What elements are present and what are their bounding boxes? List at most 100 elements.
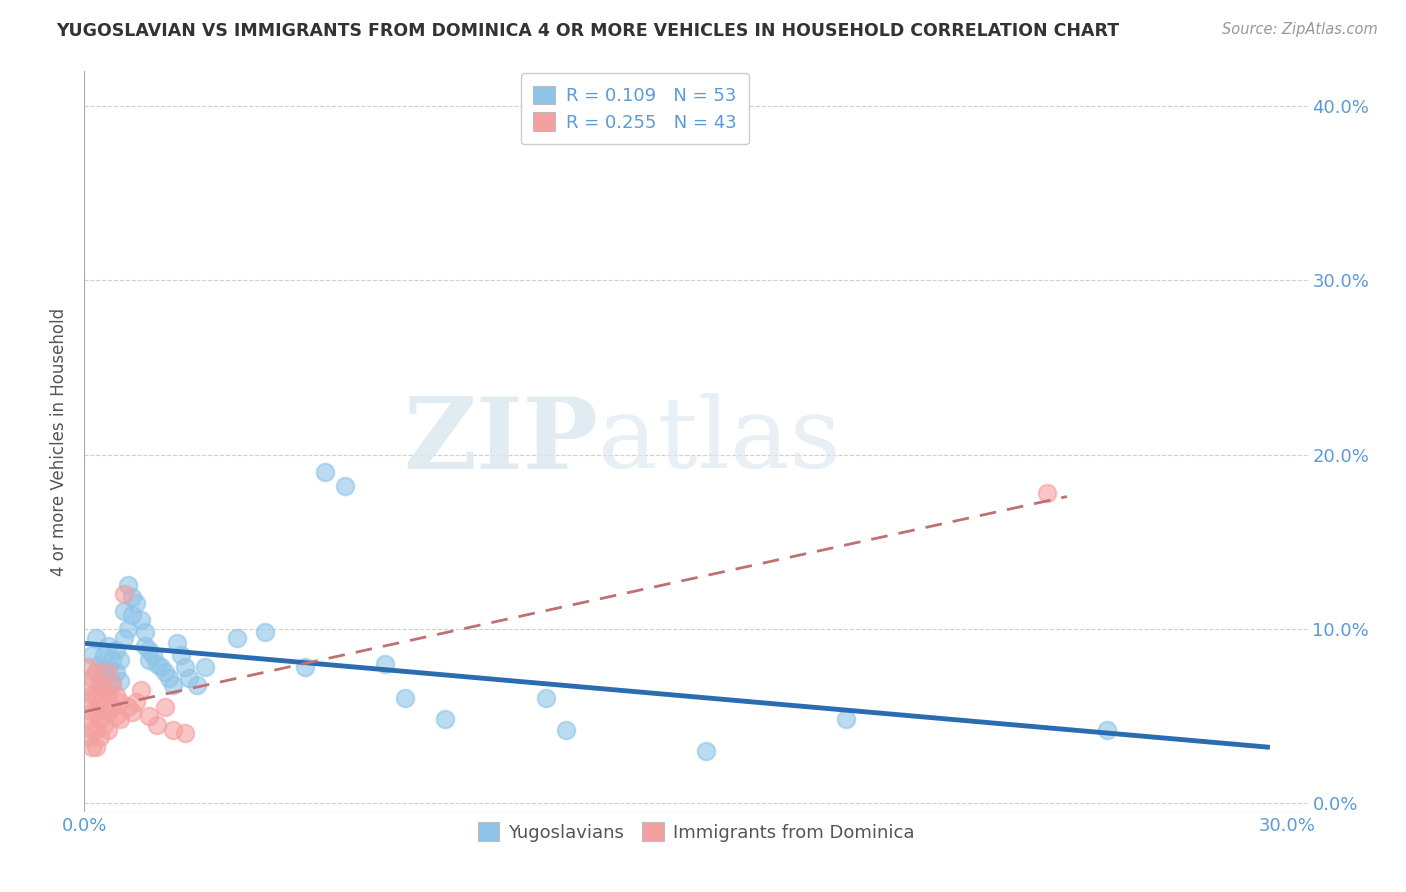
Point bbox=[97, 723, 120, 737]
Point bbox=[138, 642, 160, 657]
Point bbox=[105, 665, 128, 680]
Point bbox=[86, 665, 108, 680]
Point bbox=[82, 671, 104, 685]
Point bbox=[86, 706, 108, 720]
Point bbox=[97, 639, 120, 653]
Point bbox=[145, 657, 167, 671]
Point bbox=[134, 639, 156, 653]
Point bbox=[294, 660, 316, 674]
Text: ZIP: ZIP bbox=[404, 393, 598, 490]
Point bbox=[114, 631, 136, 645]
Point bbox=[89, 695, 111, 709]
Point bbox=[253, 625, 276, 640]
Point bbox=[121, 607, 143, 622]
Point bbox=[105, 642, 128, 657]
Point bbox=[89, 674, 111, 689]
Point bbox=[89, 657, 111, 671]
Point bbox=[134, 625, 156, 640]
Point bbox=[101, 674, 124, 689]
Point bbox=[125, 695, 148, 709]
Point bbox=[141, 648, 163, 662]
Point bbox=[86, 723, 108, 737]
Point bbox=[153, 700, 176, 714]
Point bbox=[166, 636, 188, 650]
Text: atlas: atlas bbox=[598, 393, 841, 490]
Point bbox=[117, 578, 139, 592]
Point bbox=[93, 665, 115, 680]
Point bbox=[77, 660, 100, 674]
Point bbox=[314, 465, 336, 479]
Point bbox=[97, 665, 120, 680]
Point bbox=[162, 723, 184, 737]
Point bbox=[105, 709, 128, 723]
Point bbox=[114, 604, 136, 618]
Point bbox=[121, 591, 143, 605]
Point bbox=[89, 677, 111, 691]
Point bbox=[534, 691, 557, 706]
Point bbox=[77, 695, 100, 709]
Point bbox=[157, 671, 180, 685]
Point bbox=[101, 653, 124, 667]
Point bbox=[86, 665, 108, 680]
Point bbox=[86, 688, 108, 702]
Point bbox=[93, 700, 115, 714]
Point bbox=[173, 660, 195, 674]
Point bbox=[101, 677, 124, 691]
Point bbox=[162, 677, 184, 691]
Point bbox=[225, 631, 247, 645]
Point bbox=[145, 717, 167, 731]
Legend: Yugoslavians, Immigrants from Dominica: Yugoslavians, Immigrants from Dominica bbox=[468, 814, 924, 851]
Point bbox=[186, 677, 208, 691]
Point bbox=[1095, 723, 1118, 737]
Point bbox=[110, 695, 132, 709]
Point bbox=[173, 726, 195, 740]
Point bbox=[93, 648, 115, 662]
Point bbox=[101, 700, 124, 714]
Point bbox=[695, 744, 717, 758]
Point bbox=[82, 648, 104, 662]
Point bbox=[97, 706, 120, 720]
Point bbox=[82, 723, 104, 737]
Point bbox=[169, 648, 191, 662]
Point bbox=[394, 691, 416, 706]
Point bbox=[129, 682, 152, 697]
Point bbox=[93, 717, 115, 731]
Point bbox=[117, 622, 139, 636]
Text: Source: ZipAtlas.com: Source: ZipAtlas.com bbox=[1222, 22, 1378, 37]
Point bbox=[110, 712, 132, 726]
Point bbox=[105, 688, 128, 702]
Point bbox=[114, 587, 136, 601]
Point bbox=[82, 706, 104, 720]
Point bbox=[194, 660, 217, 674]
Point bbox=[77, 677, 100, 691]
Point bbox=[82, 740, 104, 755]
Point bbox=[835, 712, 858, 726]
Point bbox=[374, 657, 396, 671]
Point bbox=[77, 712, 100, 726]
Point bbox=[121, 706, 143, 720]
Point bbox=[138, 653, 160, 667]
Point bbox=[93, 682, 115, 697]
Point bbox=[77, 730, 100, 744]
Point bbox=[129, 613, 152, 627]
Point bbox=[97, 688, 120, 702]
Point bbox=[177, 671, 200, 685]
Point bbox=[110, 674, 132, 689]
Point bbox=[89, 712, 111, 726]
Point bbox=[138, 709, 160, 723]
Text: YUGOSLAVIAN VS IMMIGRANTS FROM DOMINICA 4 OR MORE VEHICLES IN HOUSEHOLD CORRELAT: YUGOSLAVIAN VS IMMIGRANTS FROM DOMINICA … bbox=[56, 22, 1119, 40]
Point bbox=[82, 688, 104, 702]
Point bbox=[93, 682, 115, 697]
Point bbox=[333, 479, 356, 493]
Point bbox=[434, 712, 457, 726]
Point bbox=[125, 596, 148, 610]
Point bbox=[97, 660, 120, 674]
Y-axis label: 4 or more Vehicles in Household: 4 or more Vehicles in Household bbox=[51, 308, 69, 575]
Point bbox=[86, 740, 108, 755]
Point bbox=[117, 700, 139, 714]
Point bbox=[86, 631, 108, 645]
Point bbox=[89, 730, 111, 744]
Point bbox=[554, 723, 576, 737]
Point bbox=[110, 653, 132, 667]
Point bbox=[1036, 486, 1059, 500]
